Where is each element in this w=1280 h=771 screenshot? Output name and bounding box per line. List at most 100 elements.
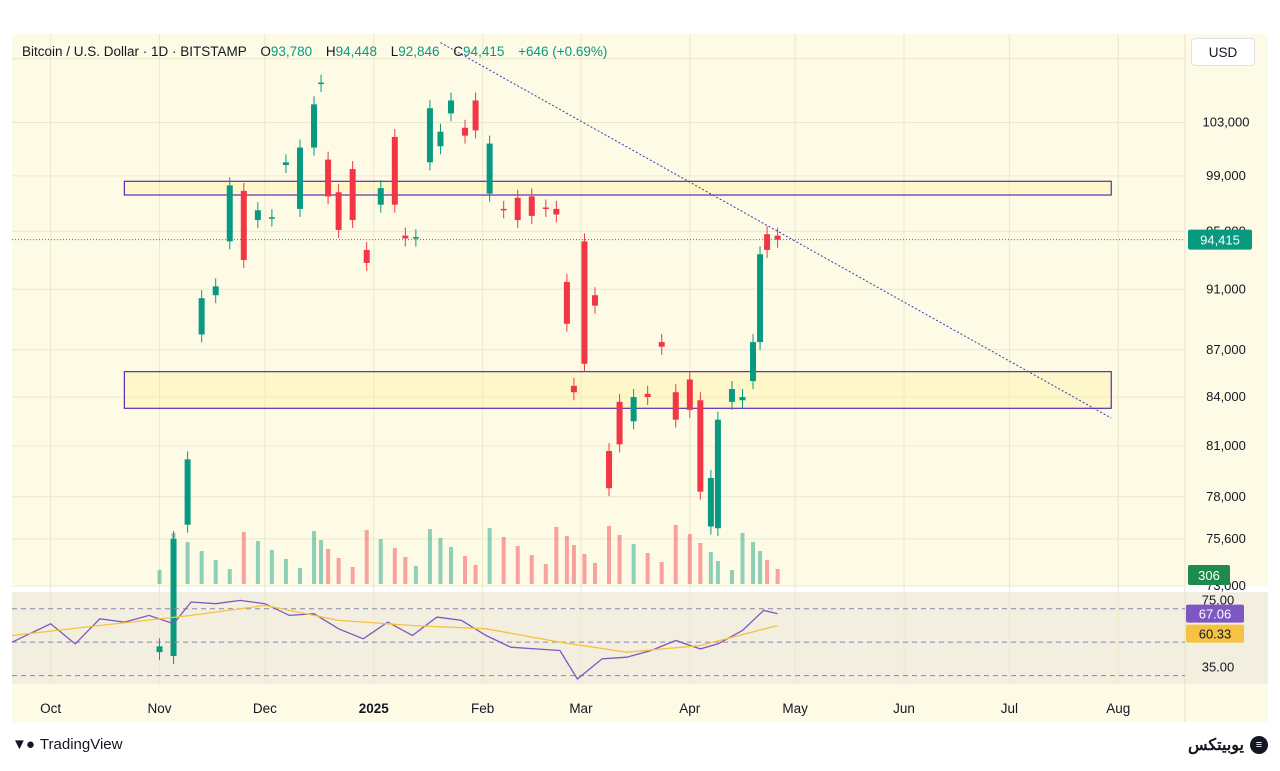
rsi-tag	[1186, 604, 1244, 623]
candle	[616, 393, 623, 453]
candle	[563, 273, 570, 332]
candle	[697, 392, 704, 500]
volume-bar	[582, 554, 587, 584]
candle	[630, 389, 637, 430]
candle-body	[349, 169, 356, 221]
candle	[591, 287, 598, 314]
candle-body	[542, 207, 549, 209]
volume-bar	[673, 525, 678, 584]
candle-body	[707, 477, 714, 527]
tradingview-logo[interactable]: ▼● TradingView	[12, 736, 122, 753]
symbol-header: Bitcoin / U.S. Dollar · 1D · BITSTAMP O9…	[22, 44, 607, 59]
candle-body	[184, 459, 191, 525]
candle-body	[553, 208, 560, 215]
trendline	[440, 42, 1112, 419]
volume-bar	[185, 542, 190, 584]
volume-bar	[283, 559, 288, 584]
time-axis-label: Aug	[1106, 701, 1130, 716]
volume-bar	[403, 557, 408, 584]
volume-bar	[543, 564, 548, 584]
volume-bar	[501, 537, 506, 584]
volume-bar	[227, 569, 232, 584]
zone-box-1	[123, 180, 1112, 196]
candle-body	[156, 646, 163, 653]
volume-bar	[554, 527, 559, 584]
time-axis-label: May	[782, 701, 808, 716]
candle-body	[750, 342, 757, 382]
price-axis-label: 91,000	[1206, 281, 1246, 296]
price-axis-label: 84,000	[1206, 389, 1246, 404]
candle-body	[296, 147, 303, 209]
open-label: O	[260, 44, 271, 59]
candle	[472, 92, 479, 139]
watermark-text: یوبیتکس	[1187, 737, 1244, 754]
volume-bar	[326, 549, 331, 584]
candle-body	[714, 419, 721, 529]
volume-bar	[765, 560, 770, 584]
volume-bar	[350, 567, 355, 584]
candle	[606, 442, 613, 497]
candle	[644, 385, 651, 406]
rsi-axis-label: 35.00	[1202, 659, 1235, 674]
volume-bar	[740, 533, 745, 584]
volume-bar	[463, 556, 468, 584]
volume-bar	[607, 526, 612, 584]
volume-bar	[438, 538, 443, 584]
rsi-line	[11, 599, 778, 680]
candle-body	[363, 249, 370, 263]
candle-body	[764, 234, 771, 250]
candle-body	[447, 100, 454, 114]
candle	[728, 381, 735, 410]
candle	[226, 177, 233, 250]
candle	[500, 200, 507, 219]
price-pane-background	[12, 34, 1268, 586]
volume-bar	[751, 542, 756, 584]
candle-body	[437, 131, 444, 147]
volume-bar	[427, 529, 432, 584]
candle-body	[672, 392, 679, 420]
volume-bar	[378, 539, 383, 584]
candle	[757, 246, 764, 351]
time-axis-label: Apr	[679, 701, 701, 716]
rsi-last-label: 67.06	[1199, 607, 1232, 622]
volume-bar	[617, 535, 622, 584]
tradingview-mark-icon: ▼●	[12, 736, 35, 753]
candle	[325, 151, 332, 205]
candle-body	[391, 136, 398, 205]
open-value: 93,780	[270, 44, 313, 59]
volume-bar	[413, 566, 418, 584]
candle-body	[412, 237, 419, 239]
candle-body	[282, 162, 289, 166]
high-label: H	[325, 44, 336, 59]
volume-tag	[1188, 565, 1230, 585]
candle	[402, 227, 409, 247]
candle-body	[697, 400, 704, 492]
currency-button[interactable]: USD	[1191, 38, 1255, 66]
candle-body	[472, 100, 479, 131]
candle	[739, 389, 746, 409]
candle	[714, 411, 721, 537]
candle-body	[462, 127, 469, 136]
tradingview-brand: TradingView	[39, 736, 123, 753]
volume-bar	[758, 551, 763, 584]
rsi-axis-label: 75.00	[1202, 592, 1235, 607]
candle	[212, 278, 219, 304]
candle	[240, 182, 247, 269]
candle-body	[268, 217, 275, 219]
candle-body	[658, 342, 665, 347]
change-value: +646 (+0.69%)	[518, 44, 608, 59]
candle-body	[311, 104, 318, 148]
candle	[462, 119, 469, 144]
candle	[198, 290, 205, 343]
time-axis-label: Mar	[569, 701, 593, 716]
candle	[528, 188, 535, 224]
candle	[318, 74, 325, 92]
last-price-label: 94,415	[1200, 233, 1240, 248]
volume-bar	[241, 532, 246, 584]
volume-bar	[199, 551, 204, 584]
volume-bar	[775, 569, 780, 584]
volume-bar	[529, 555, 534, 584]
candle	[542, 199, 549, 217]
